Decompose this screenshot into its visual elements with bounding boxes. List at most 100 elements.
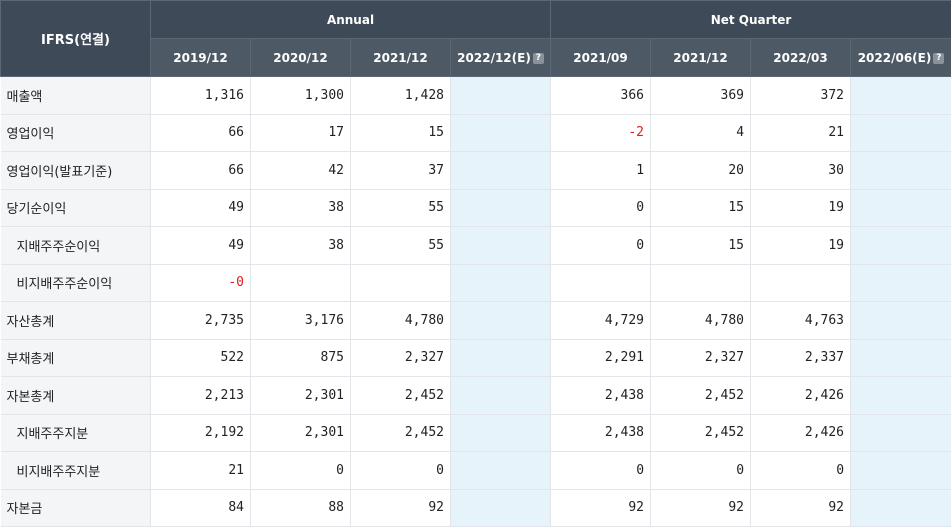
table-cell	[251, 264, 351, 302]
table-cell: 49	[151, 227, 251, 265]
table-cell	[851, 339, 951, 377]
table-cell: 55	[351, 189, 451, 227]
table-cell: 49	[151, 189, 251, 227]
table-cell	[851, 377, 951, 415]
table-cell: 1,428	[351, 77, 451, 115]
table-cell: 2,452	[651, 377, 751, 415]
row-label: 비지배주주지분	[1, 452, 151, 490]
table-cell	[451, 489, 551, 527]
table-cell: 1,300	[251, 77, 351, 115]
table-cell: 0	[551, 189, 651, 227]
row-label: 자산총계	[1, 302, 151, 340]
table-cell	[851, 77, 951, 115]
period-header: 2020/12	[251, 39, 351, 77]
row-label: 영업이익(발표기준)	[1, 152, 151, 190]
period-header: 2019/12	[151, 39, 251, 77]
table-cell	[451, 414, 551, 452]
table-cell: 15	[651, 227, 751, 265]
table-cell: 15	[351, 114, 451, 152]
table-cell: 2,291	[551, 339, 651, 377]
table-cell: 3,176	[251, 302, 351, 340]
table-cell: 2,438	[551, 377, 651, 415]
table-cell: 2,426	[751, 414, 851, 452]
table-cell	[451, 377, 551, 415]
table-cell: 2,213	[151, 377, 251, 415]
period-header: 2022/03	[751, 39, 851, 77]
table-cell	[851, 489, 951, 527]
table-cell: 92	[751, 489, 851, 527]
table-cell: 4,780	[351, 302, 451, 340]
table-cell: 4	[651, 114, 751, 152]
table-cell	[851, 264, 951, 302]
table-cell	[451, 77, 551, 115]
table-cell: 2,452	[351, 414, 451, 452]
table-cell: 19	[751, 227, 851, 265]
table-cell: 4,729	[551, 302, 651, 340]
period-header: 2021/12	[351, 39, 451, 77]
period-header-estimate: 2022/12(E)?	[451, 39, 551, 77]
annual-group-header: Annual	[151, 1, 551, 39]
table-cell	[651, 264, 751, 302]
row-label: 당기순이익	[1, 189, 151, 227]
table-cell: 2,426	[751, 377, 851, 415]
row-label: 영업이익	[1, 114, 151, 152]
table-cell: 0	[251, 452, 351, 490]
table-cell: 4,780	[651, 302, 751, 340]
table-cell	[451, 152, 551, 190]
table-cell	[451, 227, 551, 265]
table-cell: 30	[751, 152, 851, 190]
row-label: 지배주주순이익	[1, 227, 151, 265]
table-label-header: IFRS(연결)	[1, 1, 151, 77]
row-label: 지배주주지분	[1, 414, 151, 452]
table-cell: 92	[551, 489, 651, 527]
help-icon[interactable]: ?	[933, 53, 944, 64]
help-icon[interactable]: ?	[533, 53, 544, 64]
period-header-estimate: 2022/06(E)?	[851, 39, 951, 77]
table-cell	[551, 264, 651, 302]
table-cell	[451, 339, 551, 377]
table-cell: 21	[751, 114, 851, 152]
table-cell: 92	[351, 489, 451, 527]
table-cell: 372	[751, 77, 851, 115]
table-cell: 2,438	[551, 414, 651, 452]
table-cell: 20	[651, 152, 751, 190]
table-cell	[851, 189, 951, 227]
row-label: 자본금	[1, 489, 151, 527]
table-cell: 2,301	[251, 414, 351, 452]
table-cell: 42	[251, 152, 351, 190]
row-label: 부채총계	[1, 339, 151, 377]
table-cell: 0	[551, 227, 651, 265]
table-cell: 17	[251, 114, 351, 152]
table-cell: 369	[651, 77, 751, 115]
table-cell: 19	[751, 189, 851, 227]
row-label: 매출액	[1, 77, 151, 115]
table-cell: 1	[551, 152, 651, 190]
table-cell	[851, 452, 951, 490]
table-cell: 4,763	[751, 302, 851, 340]
table-cell: 66	[151, 114, 251, 152]
table-cell: 2,301	[251, 377, 351, 415]
table-cell: 2,452	[351, 377, 451, 415]
table-cell: 1,316	[151, 77, 251, 115]
table-cell: 2,735	[151, 302, 251, 340]
table-cell: 37	[351, 152, 451, 190]
period-header: 2021/09	[551, 39, 651, 77]
table-cell: -0	[151, 264, 251, 302]
table-cell: 2,192	[151, 414, 251, 452]
quarter-group-header: Net Quarter	[551, 1, 951, 39]
table-cell	[851, 414, 951, 452]
table-cell: 88	[251, 489, 351, 527]
table-cell	[451, 189, 551, 227]
table-row: 비지배주주순이익-0	[1, 264, 951, 302]
table-cell: 2,327	[351, 339, 451, 377]
table-cell	[351, 264, 451, 302]
table-cell: 38	[251, 189, 351, 227]
